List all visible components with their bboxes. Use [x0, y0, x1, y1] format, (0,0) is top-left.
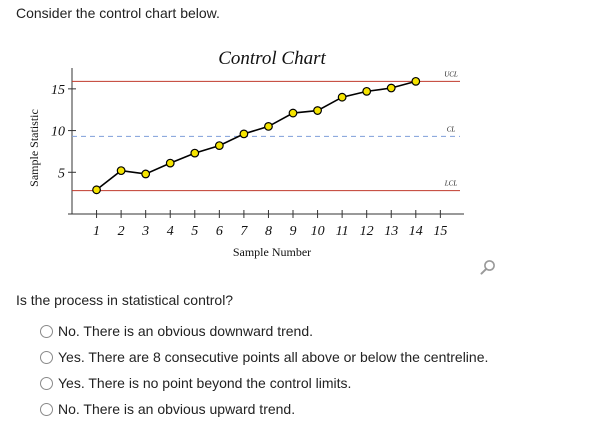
data-point	[116, 166, 126, 176]
data-point	[264, 121, 273, 131]
y-axis-label: Sample Statistic	[27, 109, 41, 187]
control-line-label: LCL	[444, 180, 458, 188]
y-tick-label: 10	[51, 125, 65, 140]
option-eight-consecutive[interactable]: Yes. There are 8 consecutive points all …	[40, 344, 488, 370]
x-tick-label: 9	[290, 224, 297, 239]
x-tick-label: 12	[360, 224, 374, 239]
y-tick-label: 5	[58, 166, 65, 181]
data-point	[92, 185, 101, 195]
option-upward-trend[interactable]: No. There is an obvious upward trend.	[40, 396, 488, 422]
option-downward-trend[interactable]: No. There is an obvious downward trend.	[40, 318, 488, 344]
x-axis-label: Sample Number	[233, 245, 311, 259]
data-point	[239, 129, 249, 139]
radio-button[interactable]	[40, 350, 53, 364]
data-point	[386, 83, 396, 93]
option-no-point-beyond[interactable]: Yes. There is no point beyond the contro…	[40, 370, 488, 396]
x-tick-label: 6	[216, 224, 223, 239]
x-tick-label: 1	[93, 224, 100, 239]
control-line-label: UCL	[444, 70, 458, 78]
data-point	[337, 92, 347, 102]
x-tick-label: 13	[384, 224, 398, 239]
radio-button[interactable]	[40, 402, 53, 416]
x-tick-label: 4	[167, 224, 174, 239]
x-tick-label: 3	[141, 224, 149, 239]
option-label: No. There is an obvious upward trend.	[58, 401, 296, 417]
radio-button[interactable]	[40, 324, 53, 338]
x-tick-label: 8	[265, 224, 272, 239]
chart-title: Control Chart	[218, 48, 326, 69]
x-tick-label: 10	[311, 224, 325, 239]
data-point	[362, 86, 372, 96]
data-point	[288, 108, 298, 118]
control-chart: Control Chart Sample Statistic Sample Nu…	[0, 28, 520, 268]
option-label: Yes. There is no point beyond the contro…	[58, 375, 352, 391]
data-point	[141, 169, 151, 179]
option-label: Yes. There are 8 consecutive points all …	[58, 349, 489, 365]
data-point	[190, 148, 200, 158]
x-tick-label: 15	[433, 224, 447, 239]
control-line-label: CL	[447, 125, 456, 133]
control-chart-svg: Control Chart Sample Statistic Sample Nu…	[27, 48, 464, 259]
x-tick-label: 11	[336, 224, 349, 239]
y-tick-label: 15	[51, 83, 65, 98]
question-text: Is the process in statistical control?	[16, 292, 234, 308]
prompt-text: Consider the control chart below.	[16, 5, 220, 21]
data-point	[313, 106, 322, 115]
x-tick-label: 7	[240, 224, 248, 239]
data-point	[214, 141, 224, 150]
data-point	[411, 76, 421, 86]
x-tick-label: 14	[409, 224, 423, 239]
x-tick-label: 5	[191, 224, 198, 239]
x-tick-label: 2	[118, 224, 125, 239]
radio-button[interactable]	[40, 376, 53, 390]
answer-options: No. There is an obvious downward trend. …	[40, 318, 488, 422]
option-label: No. There is an obvious downward trend.	[58, 323, 313, 339]
magnifier-icon[interactable]	[480, 259, 496, 275]
data-point	[165, 158, 175, 168]
